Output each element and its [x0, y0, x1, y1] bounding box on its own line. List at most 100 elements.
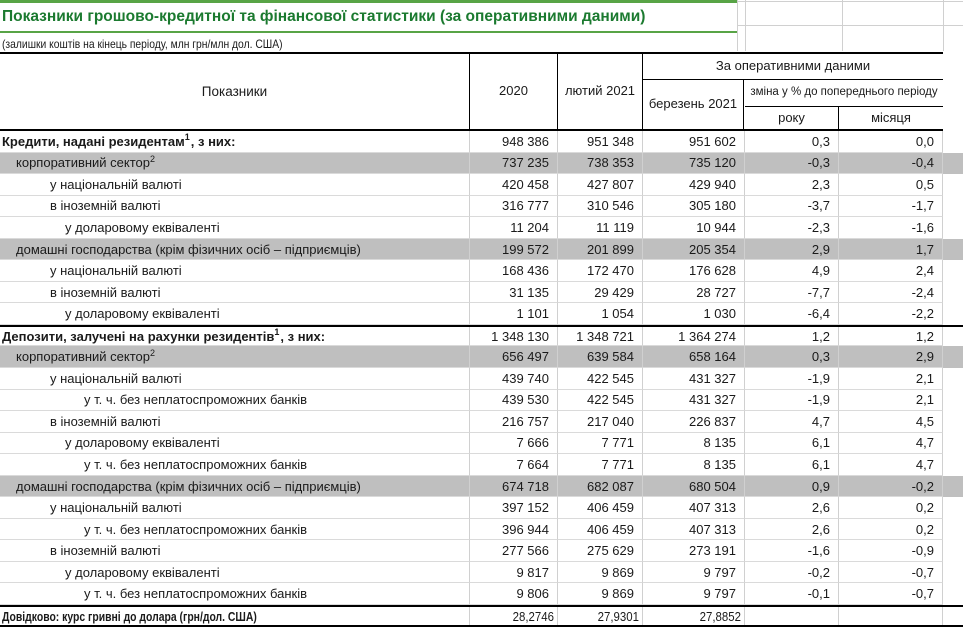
cell-2020[interactable]: 439 530 — [470, 389, 558, 412]
cell-mar-2021[interactable]: 407 313 — [643, 497, 745, 519]
cell-mar-2021[interactable]: 226 837 — [643, 411, 745, 433]
row-label[interactable]: корпоративний сектор 2 — [0, 152, 470, 175]
reference-cell-mar-2021[interactable]: 27,8852 — [643, 607, 745, 625]
cell-change-month[interactable]: -2,2 — [839, 303, 943, 325]
row-label[interactable]: в іноземній валюті — [0, 195, 470, 218]
cell-2020[interactable]: 439 740 — [470, 368, 558, 390]
row-label[interactable]: у національній валюті — [0, 260, 470, 282]
cell-feb-2021[interactable]: 9 869 — [558, 561, 643, 584]
row-label[interactable]: в іноземній валюті — [0, 540, 470, 562]
cell-feb-2021[interactable]: 427 807 — [558, 174, 643, 196]
page-title[interactable]: Показники грошово-кредитної та фінансово… — [0, 0, 737, 33]
cell-feb-2021[interactable]: 310 546 — [558, 195, 643, 218]
cell-feb-2021[interactable]: 217 040 — [558, 411, 643, 433]
cell-change-year[interactable]: 6,1 — [745, 432, 839, 455]
reference-cell-change-year[interactable] — [745, 607, 839, 625]
cell-change-year[interactable]: 0,3 — [745, 346, 839, 369]
cell-mar-2021[interactable]: 10 944 — [643, 217, 745, 239]
cell-change-year[interactable]: 2,3 — [745, 174, 839, 196]
cell-change-month[interactable]: 2,1 — [839, 368, 943, 390]
cell-change-year[interactable]: -0,3 — [745, 152, 839, 175]
cell-mar-2021[interactable]: 9 797 — [643, 583, 745, 606]
cell-change-year[interactable]: 0,3 — [745, 131, 839, 153]
cell-mar-2021[interactable]: 680 504 — [643, 475, 745, 498]
cell-2020[interactable]: 737 235 — [470, 152, 558, 175]
cell-feb-2021[interactable]: 422 545 — [558, 368, 643, 390]
header-change-percent[interactable]: зміна у % до попереднього періоду — [745, 80, 943, 107]
cell-change-year[interactable]: -2,3 — [745, 217, 839, 239]
row-label[interactable]: домашні господарства (крім фізичних осіб… — [0, 475, 470, 498]
cell-mar-2021[interactable]: 658 164 — [643, 346, 745, 369]
cell-mar-2021[interactable]: 951 602 — [643, 131, 745, 153]
cell-feb-2021[interactable]: 9 869 — [558, 583, 643, 606]
cell-2020[interactable]: 11 204 — [470, 217, 558, 239]
row-label[interactable]: у т. ч. без неплатоспроможних банків — [0, 518, 470, 541]
cell-change-year[interactable]: -7,7 — [745, 281, 839, 304]
cell-mar-2021[interactable]: 205 354 — [643, 238, 745, 261]
cell-change-year[interactable]: -1,9 — [745, 368, 839, 390]
cell-change-month[interactable]: -0,9 — [839, 540, 943, 562]
cell-mar-2021[interactable]: 431 327 — [643, 389, 745, 412]
cell-2020[interactable]: 168 436 — [470, 260, 558, 282]
cell-change-month[interactable]: 0,0 — [839, 131, 943, 153]
header-march-2021[interactable]: березень 2021 — [642, 80, 744, 129]
header-year[interactable]: року — [745, 107, 839, 129]
row-label[interactable]: у т. ч. без неплатоспроможних банків — [0, 583, 470, 606]
cell-mar-2021[interactable]: 9 797 — [643, 561, 745, 584]
cell-change-month[interactable]: 0,5 — [839, 174, 943, 196]
cell-feb-2021[interactable]: 172 470 — [558, 260, 643, 282]
cell-feb-2021[interactable]: 406 459 — [558, 518, 643, 541]
cell-mar-2021[interactable]: 28 727 — [643, 281, 745, 304]
cell-feb-2021[interactable]: 7 771 — [558, 432, 643, 455]
cell-change-month[interactable]: -0,7 — [839, 583, 943, 606]
cell-change-month[interactable]: -2,4 — [839, 281, 943, 304]
cell-2020[interactable]: 397 152 — [470, 497, 558, 519]
cell-2020[interactable]: 1 348 130 — [470, 326, 558, 347]
cell-feb-2021[interactable]: 422 545 — [558, 389, 643, 412]
cell-change-month[interactable]: 2,4 — [839, 260, 943, 282]
cell-2020[interactable]: 9 806 — [470, 583, 558, 606]
cell-mar-2021[interactable]: 429 940 — [643, 174, 745, 196]
row-label[interactable]: у національній валюті — [0, 497, 470, 519]
cell-mar-2021[interactable]: 1 030 — [643, 303, 745, 325]
cell-2020[interactable]: 674 718 — [470, 475, 558, 498]
cell-change-year[interactable]: -6,4 — [745, 303, 839, 325]
cell-2020[interactable]: 199 572 — [470, 238, 558, 261]
cell-change-month[interactable]: -0,7 — [839, 561, 943, 584]
cell-2020[interactable]: 948 386 — [470, 131, 558, 153]
cell-change-year[interactable]: 0,9 — [745, 475, 839, 498]
cell-change-year[interactable]: 2,6 — [745, 497, 839, 519]
row-label[interactable]: у доларовому еквіваленті — [0, 561, 470, 584]
cell-feb-2021[interactable]: 7 771 — [558, 454, 643, 476]
cell-mar-2021[interactable]: 273 191 — [643, 540, 745, 562]
cell-change-year[interactable]: -1,6 — [745, 540, 839, 562]
cell-2020[interactable]: 396 944 — [470, 518, 558, 541]
cell-feb-2021[interactable]: 29 429 — [558, 281, 643, 304]
cell-change-year[interactable]: -0,1 — [745, 583, 839, 606]
row-label[interactable]: у доларовому еквіваленті — [0, 303, 470, 325]
cell-change-month[interactable]: -1,6 — [839, 217, 943, 239]
row-label[interactable]: у т. ч. без неплатоспроможних банків — [0, 389, 470, 412]
cell-change-year[interactable]: 1,2 — [745, 326, 839, 347]
cell-feb-2021[interactable]: 738 353 — [558, 152, 643, 175]
cell-mar-2021[interactable]: 407 313 — [643, 518, 745, 541]
cell-feb-2021[interactable]: 275 629 — [558, 540, 643, 562]
cell-change-month[interactable]: 4,7 — [839, 432, 943, 455]
cell-mar-2021[interactable]: 176 628 — [643, 260, 745, 282]
row-label[interactable]: у національній валюті — [0, 368, 470, 390]
cell-change-month[interactable]: -1,7 — [839, 195, 943, 218]
cell-change-year[interactable]: 4,7 — [745, 411, 839, 433]
cell-2020[interactable]: 7 664 — [470, 454, 558, 476]
row-label[interactable]: у доларовому еквіваленті — [0, 217, 470, 239]
cell-change-month[interactable]: 0,2 — [839, 518, 943, 541]
cell-mar-2021[interactable]: 735 120 — [643, 152, 745, 175]
cell-mar-2021[interactable]: 305 180 — [643, 195, 745, 218]
cell-change-month[interactable]: 2,9 — [839, 346, 943, 369]
row-label[interactable]: домашні господарства (крім фізичних осіб… — [0, 238, 470, 261]
row-label[interactable]: у т. ч. без неплатоспроможних банків — [0, 454, 470, 476]
cell-2020[interactable]: 9 817 — [470, 561, 558, 584]
cell-change-month[interactable]: -0,4 — [839, 152, 943, 175]
cell-mar-2021[interactable]: 8 135 — [643, 432, 745, 455]
cell-feb-2021[interactable]: 406 459 — [558, 497, 643, 519]
cell-change-month[interactable]: 1,7 — [839, 238, 943, 261]
